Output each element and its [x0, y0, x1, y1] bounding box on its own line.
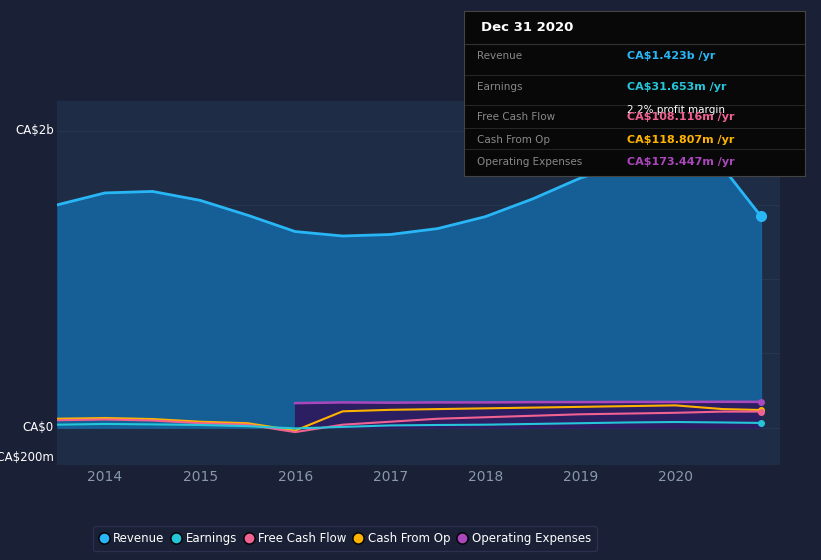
Legend: Revenue, Earnings, Free Cash Flow, Cash From Op, Operating Expenses: Revenue, Earnings, Free Cash Flow, Cash …	[93, 526, 597, 551]
Text: CA$0: CA$0	[23, 421, 54, 434]
Text: Dec 31 2020: Dec 31 2020	[481, 21, 573, 34]
Text: CA$31.653m /yr: CA$31.653m /yr	[627, 82, 727, 92]
Text: CA$108.116m /yr: CA$108.116m /yr	[627, 112, 735, 122]
Text: Operating Expenses: Operating Expenses	[478, 157, 583, 166]
Text: Cash From Op: Cash From Op	[478, 135, 551, 145]
Text: CA$2b: CA$2b	[15, 124, 54, 137]
Text: -CA$200m: -CA$200m	[0, 451, 54, 464]
Text: Revenue: Revenue	[478, 51, 523, 61]
Text: Free Cash Flow: Free Cash Flow	[478, 112, 556, 122]
Text: CA$173.447m /yr: CA$173.447m /yr	[627, 157, 735, 166]
Text: CA$1.423b /yr: CA$1.423b /yr	[627, 51, 716, 61]
Text: 2.2% profit margin: 2.2% profit margin	[627, 105, 726, 115]
Text: CA$118.807m /yr: CA$118.807m /yr	[627, 135, 735, 145]
Text: Earnings: Earnings	[478, 82, 523, 92]
